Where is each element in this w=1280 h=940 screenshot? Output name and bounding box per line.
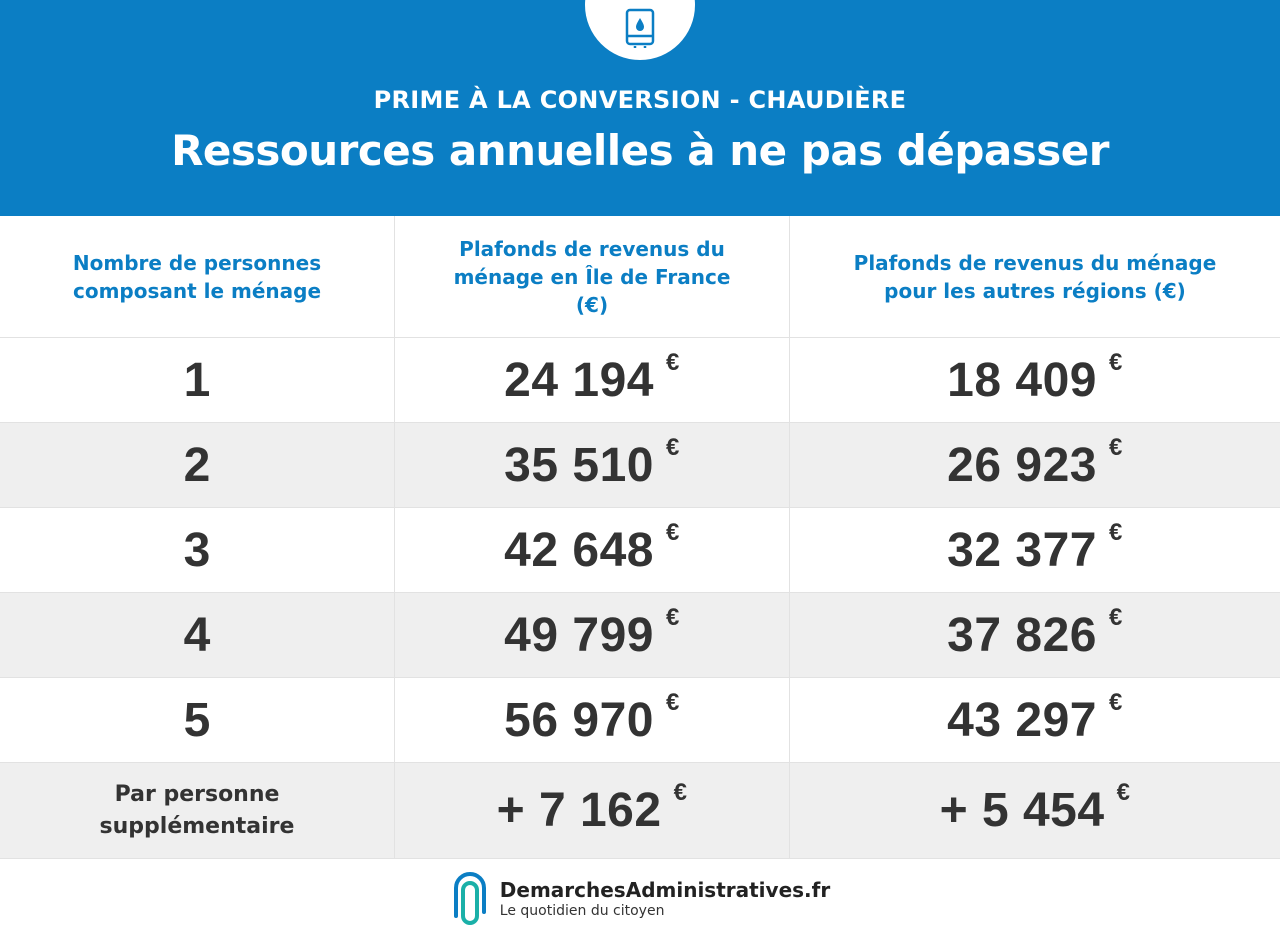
table-row: 5 56 970 € 43 297 €	[0, 678, 1280, 763]
column-header-other-regions: Plafonds de revenus du ménage pour les a…	[853, 250, 1217, 303]
icon-badge	[585, 0, 695, 60]
footer: DemarchesAdministratives.fr Le quotidien…	[0, 858, 1280, 940]
extra-person-label: Par personne supplémentaire	[99, 781, 295, 839]
idf-ceiling: 24 194 €	[504, 348, 680, 407]
income-ceiling-table: Nombre de personnes composant le ménage …	[0, 216, 1280, 859]
page-subtitle: PRIME À LA CONVERSION - CHAUDIÈRE	[373, 86, 907, 114]
site-name: DemarchesAdministratives.fr	[499, 878, 831, 902]
table-row-extra-person: Par personne supplémentaire + 7 162 € + 5 …	[0, 763, 1280, 859]
other-ceiling: 37 826 €	[947, 603, 1123, 662]
site-logo[interactable]: DemarchesAdministratives.fr Le quotidien…	[450, 872, 830, 926]
table-header-row: Nombre de personnes composant le ménage …	[0, 216, 1280, 338]
other-extra-amount: + 5 454 €	[939, 779, 1131, 837]
other-ceiling: 32 377 €	[947, 518, 1123, 577]
persons-count: 1	[183, 353, 211, 407]
persons-count: 2	[183, 438, 211, 492]
idf-ceiling: 56 970 €	[504, 688, 680, 747]
idf-ceiling: 49 799 €	[504, 603, 680, 662]
column-header-persons: Nombre de personnes composant le ménage	[72, 250, 322, 303]
table-row: 3 42 648 € 32 377 €	[0, 508, 1280, 593]
idf-extra-amount: + 7 162 €	[496, 779, 688, 837]
header-banner: PRIME À LA CONVERSION - CHAUDIÈRE Ressou…	[0, 0, 1280, 216]
persons-count: 3	[183, 523, 211, 577]
idf-ceiling: 42 648 €	[504, 518, 680, 577]
paperclip-logo-icon	[453, 872, 486, 925]
water-heater-icon	[625, 8, 655, 48]
table-row: 2 35 510 € 26 923 €	[0, 423, 1280, 508]
other-ceiling: 26 923 €	[947, 433, 1123, 492]
table-row: 4 49 799 € 37 826 €	[0, 593, 1280, 678]
persons-count: 5	[183, 693, 211, 747]
idf-ceiling: 35 510 €	[504, 433, 680, 492]
column-header-idf: Plafonds de revenus du ménage en Île de …	[453, 236, 731, 317]
other-ceiling: 43 297 €	[947, 688, 1123, 747]
page-title: Ressources annuelles à ne pas dépasser	[171, 126, 1109, 175]
persons-count: 4	[183, 608, 211, 662]
site-tagline: Le quotidien du citoyen	[499, 903, 665, 919]
table-row: 1 24 194 € 18 409 €	[0, 338, 1280, 423]
other-ceiling: 18 409 €	[947, 348, 1123, 407]
